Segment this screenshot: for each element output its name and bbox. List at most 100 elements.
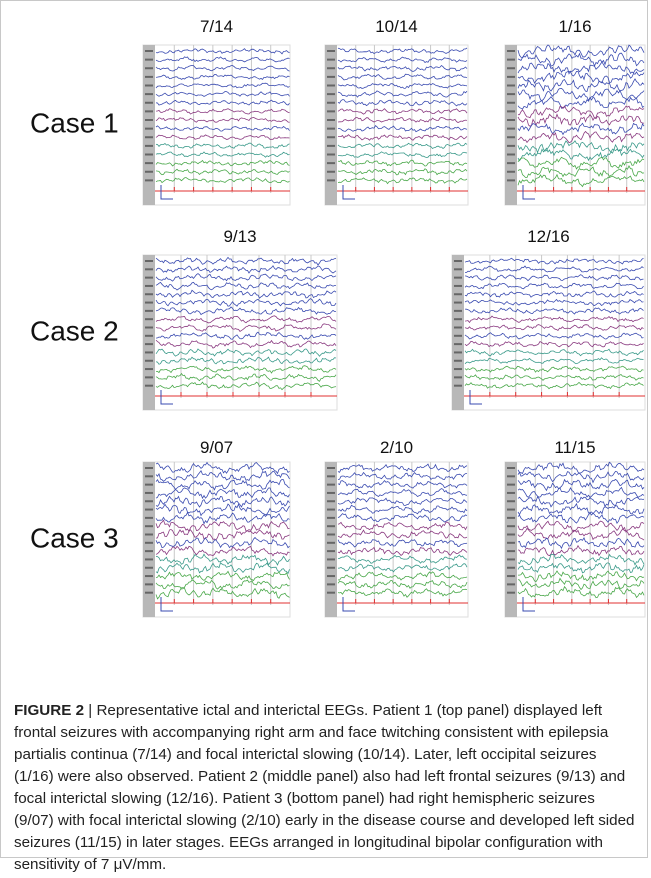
channel-tag	[507, 542, 515, 544]
channel-tag	[327, 119, 335, 121]
channel-tag	[327, 534, 335, 536]
channel-tag	[327, 575, 335, 577]
channel-tag	[507, 136, 515, 138]
panel-date: 1/16	[558, 17, 591, 36]
channel-tag	[327, 59, 335, 61]
channel-tag	[145, 550, 153, 552]
channel-tag	[507, 484, 515, 486]
channel-tag	[327, 145, 335, 147]
channel-tag	[327, 128, 335, 130]
channel-tag	[327, 467, 335, 469]
channel-tag	[145, 318, 153, 320]
channel-tag	[327, 179, 335, 181]
eeg-panel: 9/07	[143, 438, 290, 617]
channel-tag	[507, 128, 515, 130]
channel-tag	[327, 85, 335, 87]
eeg-figure: Case 17/1410/141/16Case 29/1312/16Case 3…	[0, 0, 651, 690]
channel-tag	[145, 85, 153, 87]
channel-tag	[145, 351, 153, 353]
channel-tag	[507, 509, 515, 511]
channel-tag	[507, 534, 515, 536]
channel-tag	[145, 162, 153, 164]
channel-tag	[327, 509, 335, 511]
channel-tag	[507, 517, 515, 519]
channel-tag	[145, 171, 153, 173]
channel-tag	[507, 583, 515, 585]
eeg-panel: 10/14	[325, 17, 468, 205]
channel-tag	[454, 327, 462, 329]
channel-tag	[507, 93, 515, 95]
channel-tag	[507, 592, 515, 594]
panel-date: 9/13	[223, 227, 256, 246]
channel-tag	[145, 368, 153, 370]
channel-tag	[454, 277, 462, 279]
channel-tag	[145, 475, 153, 477]
eeg-panel: 12/16	[452, 227, 645, 410]
channel-tag	[145, 136, 153, 138]
channel-tag	[145, 93, 153, 95]
channel-tag	[145, 327, 153, 329]
channel-tag	[145, 360, 153, 362]
channel-tag	[327, 550, 335, 552]
channel-tag	[507, 154, 515, 156]
panel-date: 2/10	[380, 438, 413, 457]
channel-tag	[454, 293, 462, 295]
channel-tag	[507, 59, 515, 61]
channel-tag	[145, 154, 153, 156]
channel-tag	[327, 500, 335, 502]
channel-tag	[454, 335, 462, 337]
channel-tag	[327, 492, 335, 494]
channel-tag	[327, 542, 335, 544]
channel-tag	[327, 50, 335, 52]
channel-tag	[507, 102, 515, 104]
channel-tag	[507, 558, 515, 560]
channel-tag	[145, 285, 153, 287]
channel-tag	[454, 318, 462, 320]
channel-tag	[507, 475, 515, 477]
channel-tag	[507, 85, 515, 87]
channel-tag	[507, 110, 515, 112]
channel-tag	[145, 260, 153, 262]
channel-tag	[327, 525, 335, 527]
channel-tag	[145, 467, 153, 469]
channel-tag	[145, 542, 153, 544]
channel-tag	[454, 376, 462, 378]
channel-tag	[327, 583, 335, 585]
channel-tag	[327, 171, 335, 173]
channel-tag	[145, 293, 153, 295]
channel-tag	[454, 310, 462, 312]
channel-tag	[327, 76, 335, 78]
channel-tag	[507, 145, 515, 147]
channel-tag	[145, 145, 153, 147]
channel-tag	[507, 525, 515, 527]
channel-tag	[145, 67, 153, 69]
channel-tag	[507, 76, 515, 78]
channel-tag	[145, 500, 153, 502]
channel-tag	[327, 592, 335, 594]
channel-tag	[145, 102, 153, 104]
channel-tag	[145, 310, 153, 312]
eeg-panel: 9/13	[143, 227, 337, 410]
channel-tag	[145, 76, 153, 78]
channel-tag	[327, 136, 335, 138]
channel-tag	[145, 575, 153, 577]
case-label: Case 3	[30, 522, 119, 553]
channel-tag	[327, 567, 335, 569]
channel-tag	[507, 467, 515, 469]
channel-tag	[327, 102, 335, 104]
channel-tag	[327, 475, 335, 477]
channel-tag	[507, 162, 515, 164]
channel-tag	[145, 268, 153, 270]
channel-tag	[507, 500, 515, 502]
channel-tag	[327, 558, 335, 560]
channel-tag	[507, 67, 515, 69]
eeg-panel: 2/10	[325, 438, 468, 617]
panel-date: 10/14	[375, 17, 418, 36]
eeg-panel: 11/15	[505, 438, 645, 617]
channel-tag	[327, 484, 335, 486]
panel-date: 7/14	[200, 17, 233, 36]
channel-tag	[145, 517, 153, 519]
channel-tag	[507, 550, 515, 552]
channel-tag	[145, 179, 153, 181]
panel-date: 9/07	[200, 438, 233, 457]
